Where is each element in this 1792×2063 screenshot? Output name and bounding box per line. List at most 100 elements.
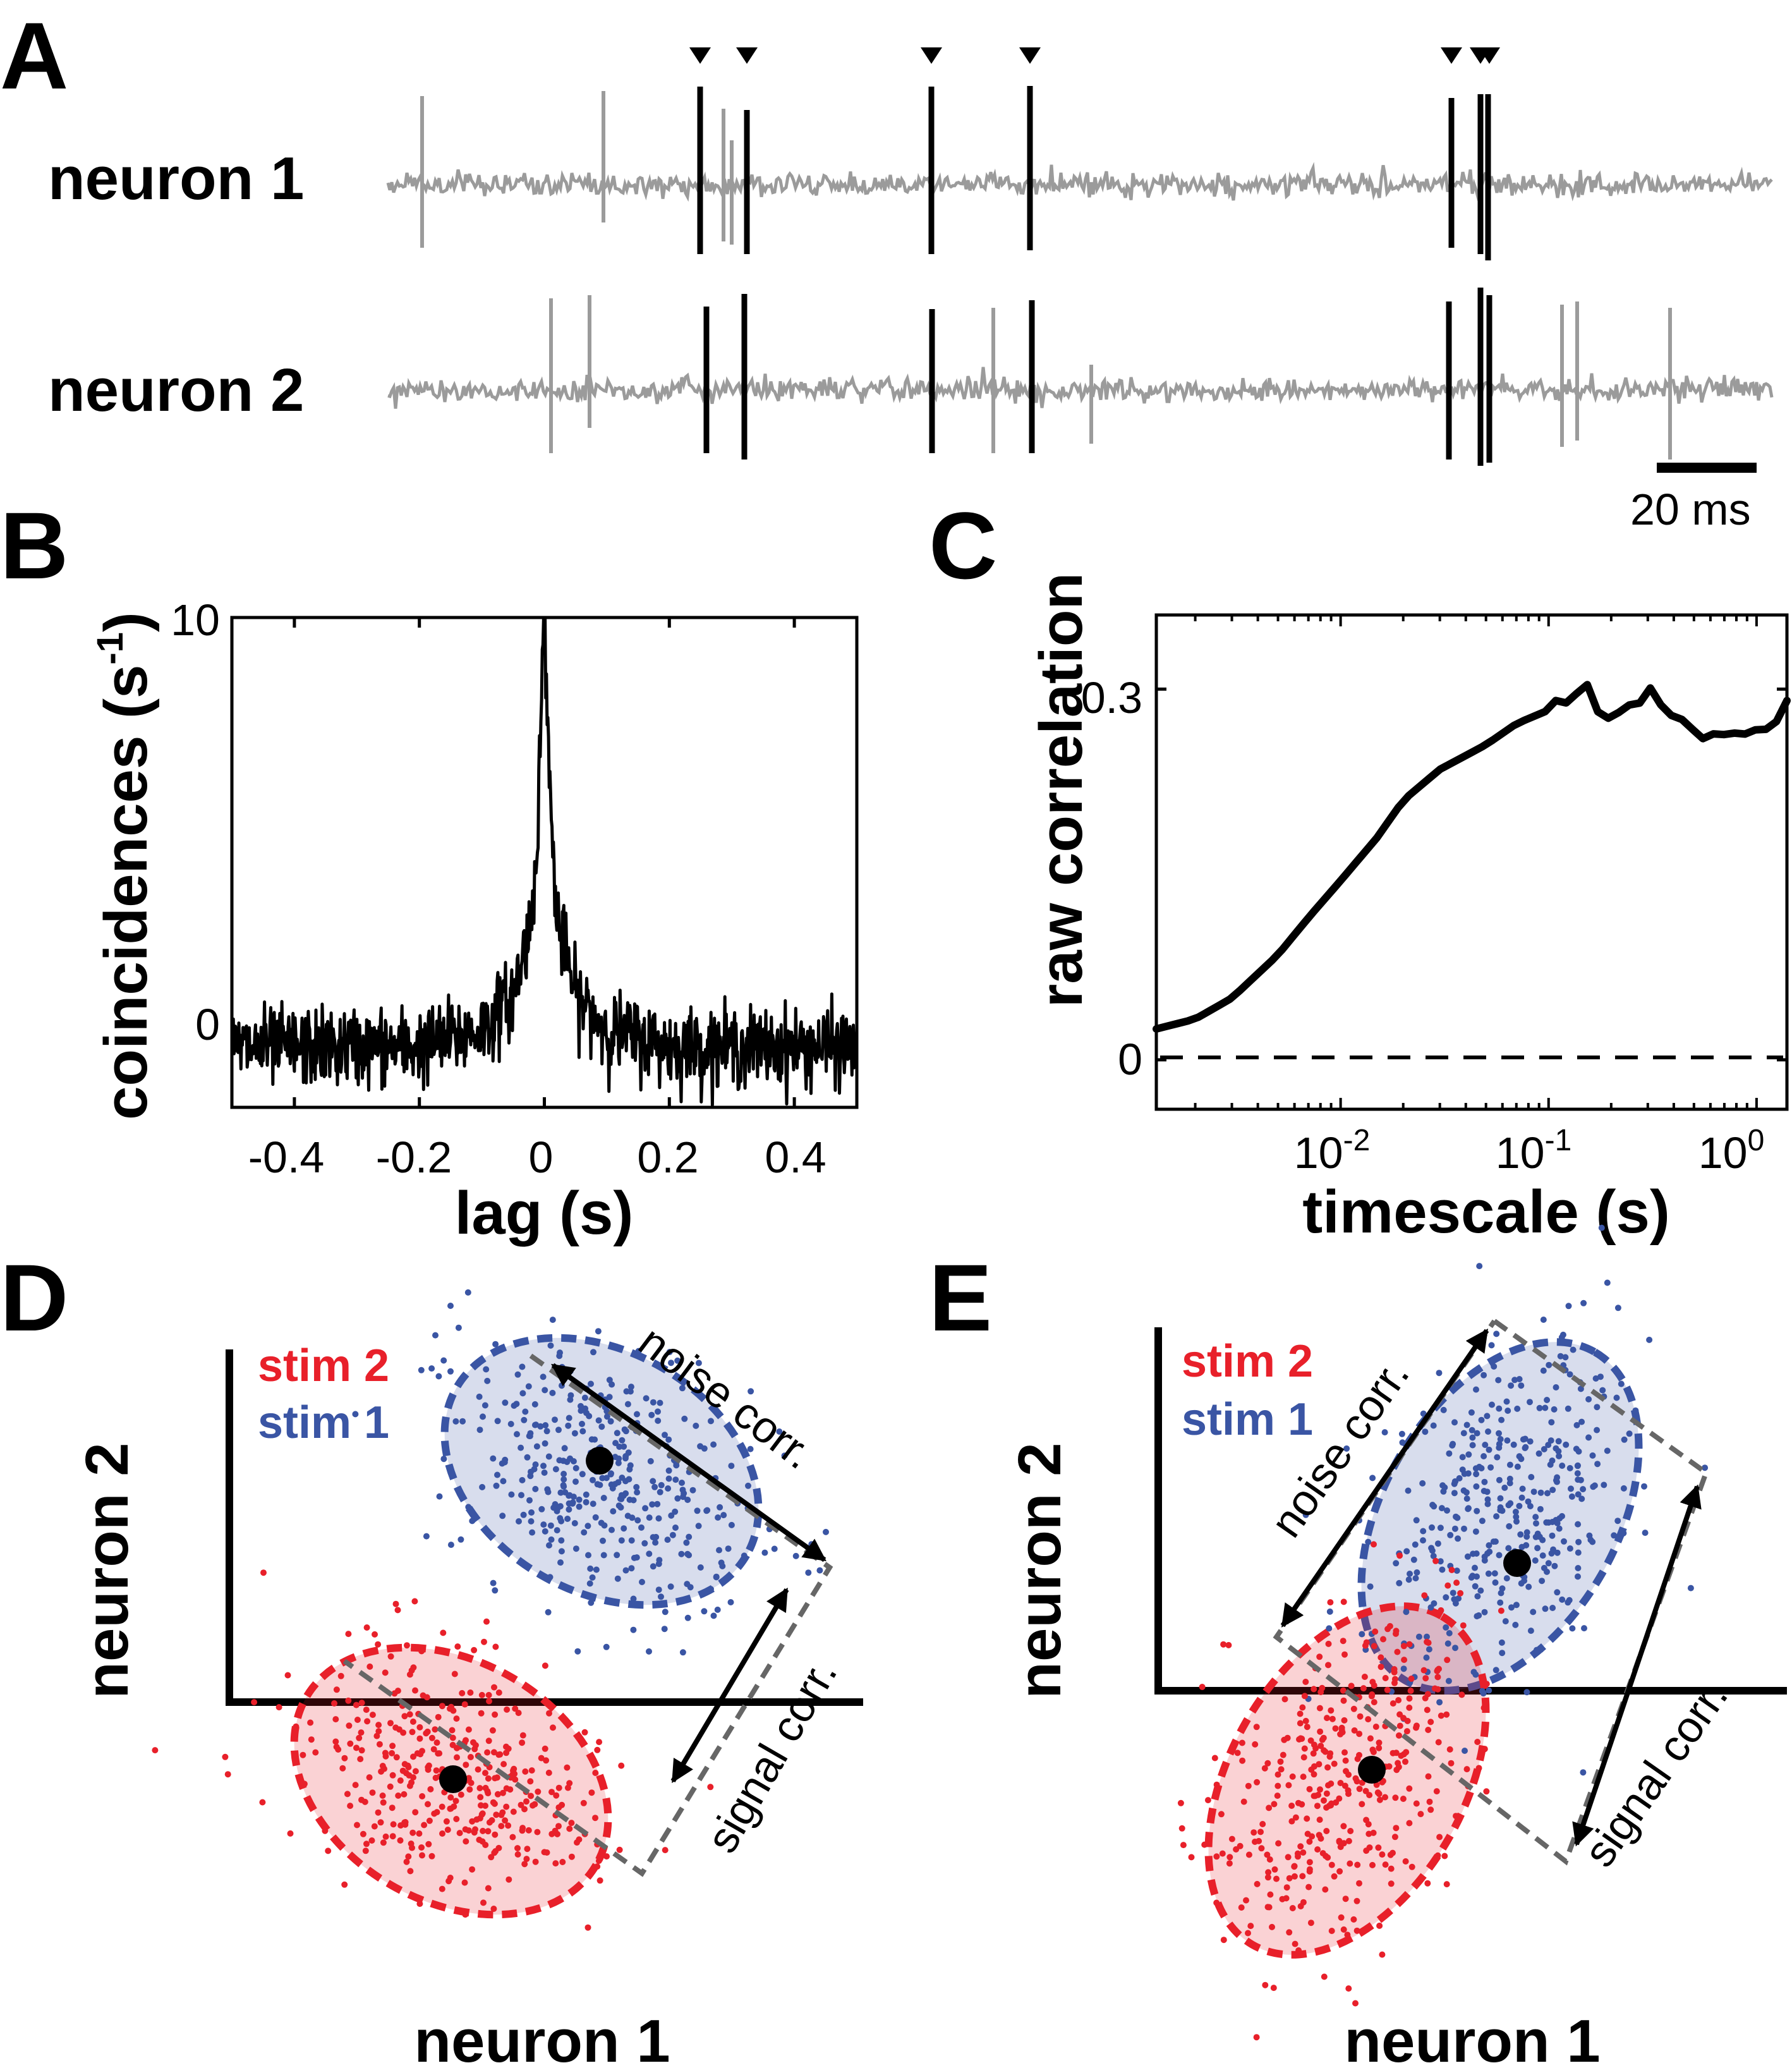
scatter-point <box>418 1648 425 1655</box>
scatter-point <box>469 1866 476 1873</box>
scatter-point <box>411 1598 418 1605</box>
scatter-point <box>1492 1667 1499 1674</box>
scatter-point <box>1292 1814 1299 1821</box>
scatter-point <box>519 1476 526 1483</box>
scatter-point <box>579 1428 586 1435</box>
scatter-point <box>642 1505 649 1512</box>
scatter-point <box>416 1735 423 1742</box>
scatter-point <box>1413 1517 1420 1524</box>
scatter-point <box>566 1415 572 1421</box>
scatter-point <box>1280 1751 1286 1758</box>
scatter-point <box>646 1514 653 1521</box>
panel-label-d: D <box>0 1244 68 1351</box>
scatter-point <box>1522 1444 1529 1451</box>
scatter-point <box>1462 1748 1468 1754</box>
scatter-point <box>1434 1667 1441 1674</box>
scatter-point <box>484 1788 491 1794</box>
scatter-point <box>614 1575 621 1582</box>
x-tick-label-0: 0 <box>529 1133 554 1182</box>
scatter-point <box>440 1456 447 1463</box>
scatter-point <box>500 1789 506 1796</box>
scatter-point <box>1540 1317 1547 1323</box>
scatter-point <box>720 1512 727 1519</box>
scatter-point <box>1336 1868 1343 1875</box>
scatter-point <box>1230 1745 1237 1752</box>
scatter-point <box>1541 1445 1547 1452</box>
scatter-point <box>552 1860 559 1867</box>
scatter-point <box>1544 1397 1551 1403</box>
scatter-point <box>1551 1406 1558 1413</box>
scatter-point <box>584 1523 591 1530</box>
scatter-point <box>1497 1495 1504 1502</box>
scatter-point <box>1274 1771 1281 1778</box>
scatter-point <box>1554 1589 1561 1596</box>
scatter-point <box>510 1808 517 1815</box>
spike-marker-triangle <box>1479 47 1500 64</box>
scatter-point <box>624 1512 631 1519</box>
scatter-point <box>1566 1371 1573 1378</box>
scatter-point <box>401 1819 408 1826</box>
scatter-point <box>1376 1791 1383 1798</box>
scatter-point <box>1408 1863 1415 1870</box>
scatter-point <box>523 1856 530 1863</box>
scatter-point <box>618 1537 625 1544</box>
scatter-point <box>1551 1562 1558 1569</box>
scatter-point <box>1496 1430 1502 1437</box>
scatter-point <box>360 1830 366 1837</box>
scatter-point <box>1300 1774 1307 1780</box>
scatter-point <box>1476 1463 1483 1470</box>
scatter-point <box>322 1827 329 1834</box>
scatter-point <box>518 1801 524 1808</box>
scatter-point <box>1180 1842 1187 1849</box>
scatter-point <box>463 1762 469 1768</box>
scatter-point <box>287 1830 294 1837</box>
scatter-point <box>406 1772 413 1779</box>
scatter-point <box>1201 1841 1208 1848</box>
scatter-point <box>1547 1461 1554 1468</box>
scatter-point <box>1463 1495 1470 1502</box>
scatter-point <box>1317 1786 1323 1793</box>
scatter-point <box>492 1711 499 1718</box>
scatter-point <box>497 1751 504 1758</box>
scatter-point <box>1381 1429 1388 1436</box>
scatter-point <box>1532 1557 1539 1564</box>
scatter-point <box>1219 1850 1226 1857</box>
scatter-point <box>1323 1790 1330 1797</box>
scatter-point <box>1337 1844 1344 1851</box>
scatter-point <box>1481 1554 1488 1560</box>
scatter-point <box>382 1753 389 1760</box>
scatter-point <box>344 1791 351 1798</box>
scatter-point <box>1362 1787 1369 1794</box>
scatter-point <box>708 1418 714 1425</box>
scatter-point <box>492 1643 499 1650</box>
scatter-point <box>1534 1545 1541 1552</box>
scatter-point <box>1405 1487 1412 1494</box>
scatter-point <box>622 1567 629 1574</box>
scatter-point <box>1434 1540 1441 1547</box>
scatter-point <box>1328 1707 1335 1714</box>
scatter-point <box>588 1380 594 1387</box>
scatter-point <box>1523 1529 1530 1536</box>
scatter-point <box>480 1899 487 1906</box>
scatter-point <box>1240 1798 1247 1805</box>
scatter-point <box>1549 1519 1556 1525</box>
scatter-point <box>394 1607 401 1614</box>
scatter-point <box>542 1387 548 1394</box>
scatter-point <box>1434 1686 1441 1693</box>
scatter-point <box>1439 1482 1446 1489</box>
scatter-point <box>1569 1625 1576 1632</box>
scatter-point <box>552 1827 559 1834</box>
scatter-point <box>1486 1542 1492 1549</box>
scatter-point <box>1396 1579 1403 1586</box>
scatter-point <box>1542 1605 1549 1612</box>
scatter-point <box>621 1426 628 1433</box>
scatter-point <box>1463 1421 1470 1428</box>
scatter-point <box>1314 1846 1321 1853</box>
scatter-point <box>450 1707 457 1714</box>
scatter-point <box>1483 1788 1490 1795</box>
scatter-point <box>710 1612 717 1619</box>
scatter-point <box>1310 1750 1317 1757</box>
scatter-point <box>1253 1724 1260 1731</box>
scatter-point <box>1258 1845 1265 1852</box>
scatter-point <box>463 1838 469 1845</box>
